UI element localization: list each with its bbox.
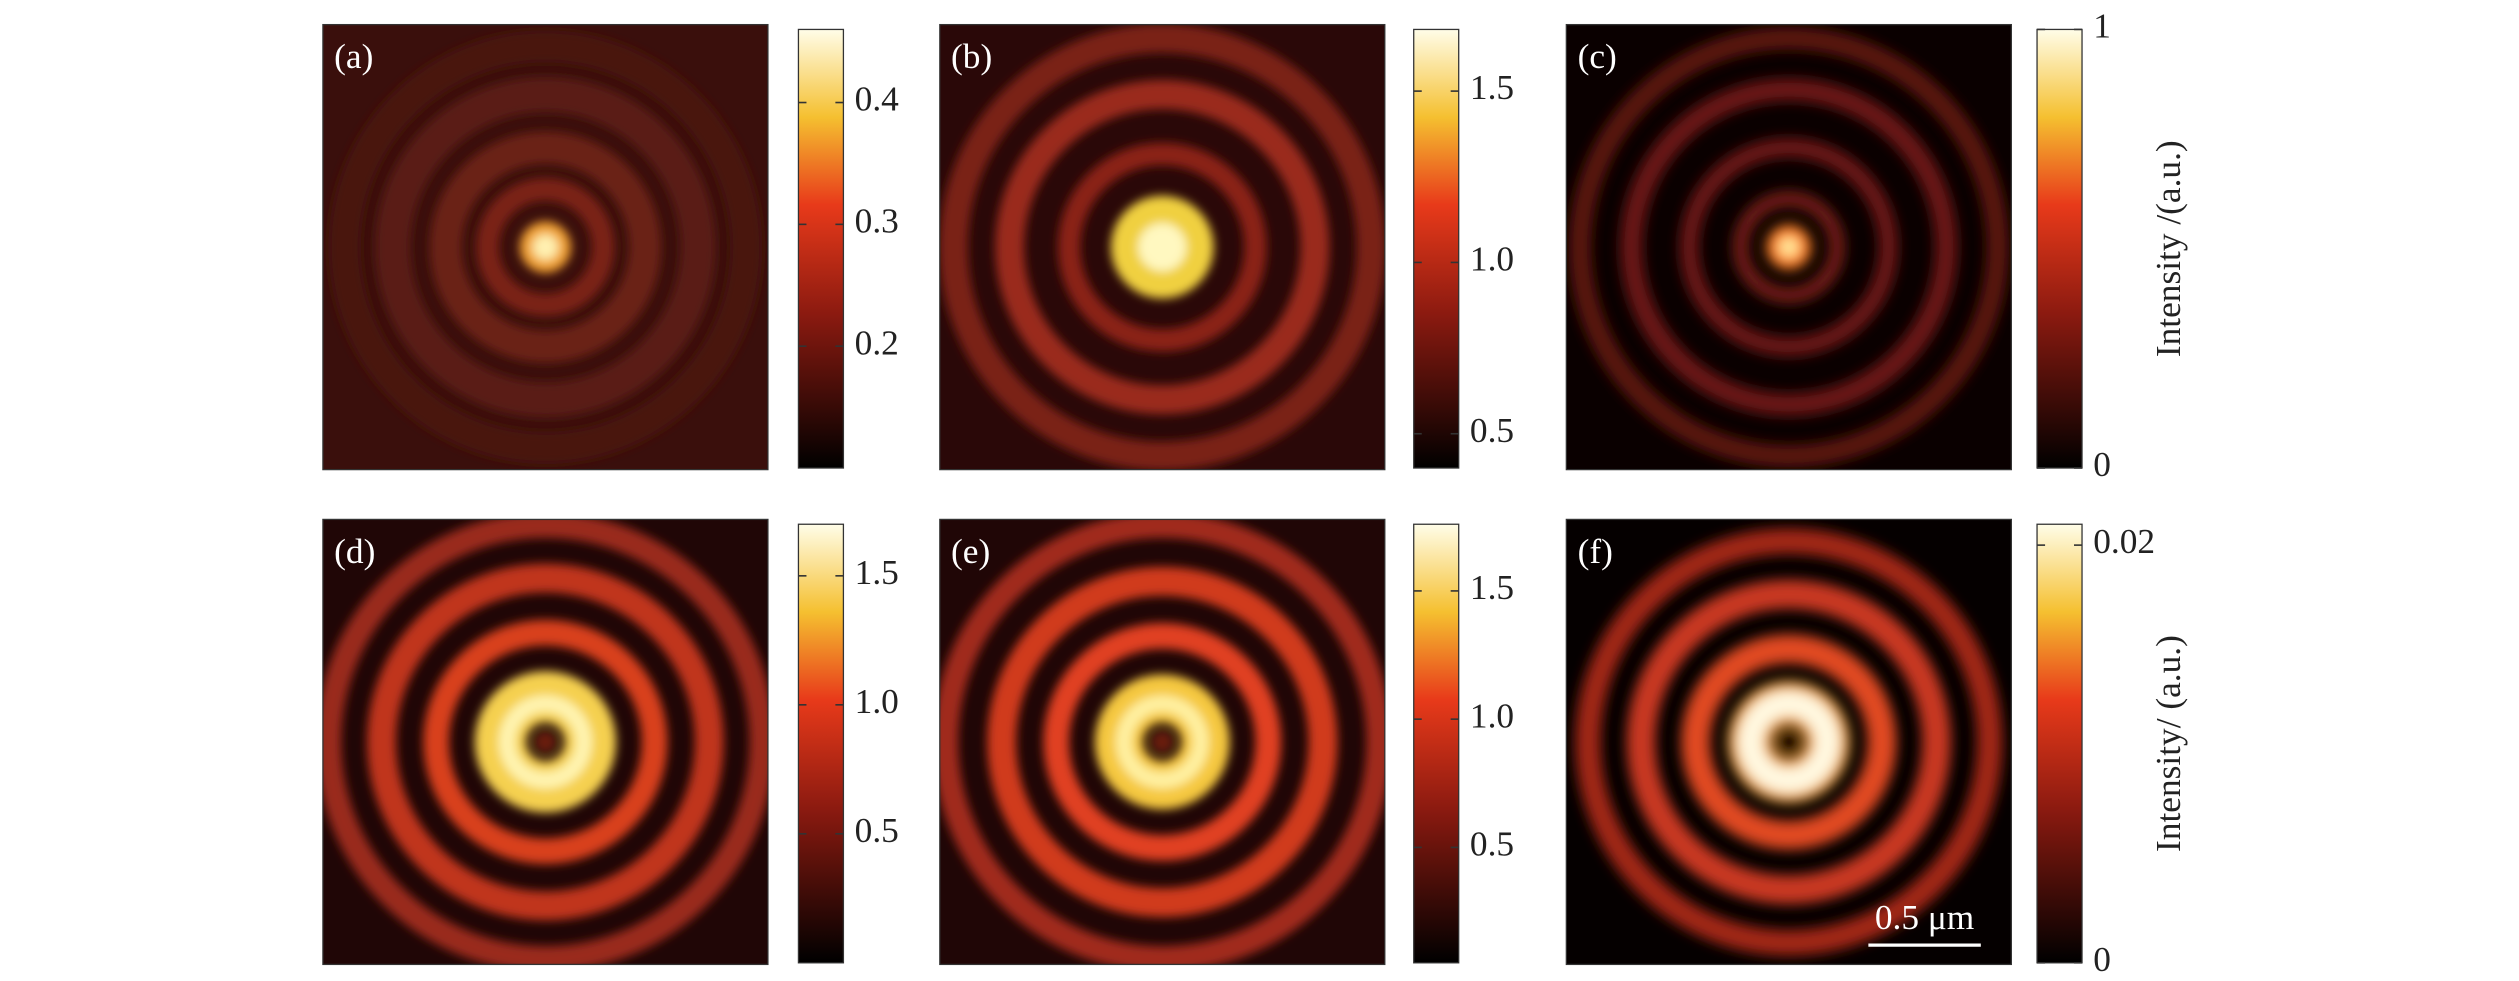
colorbar-tick-label: 0 [2093,940,2111,979]
colorbar [1413,28,1460,469]
panel-label: (f) [1578,532,1613,571]
panel-label: (d) [334,532,375,571]
colorbar-tick-label: 1.0 [855,682,899,721]
ring [939,24,1385,470]
ring [1057,142,1267,352]
panel-label: (c) [1578,37,1617,76]
colorbar-tick-label: 0.4 [855,80,899,119]
colorbar [2036,28,2083,469]
colorbar [1413,523,1460,964]
ring [429,131,662,363]
map-frame [322,23,769,471]
central-spot [1779,237,1799,257]
colorbar-tick-label: 0.02 [2093,522,2155,561]
intensity-map [1566,519,2012,965]
map-frame [1565,518,2012,966]
scale-bar-label: 0.5 μm [1875,898,1974,937]
colorbar-tick-label: 0.5 [855,811,899,850]
colorbar-label: Intensity /(a.u.) [2149,140,2188,357]
ring [423,619,668,865]
colorbar-tick-label: 0 [2093,445,2111,484]
map-pattern [328,30,763,464]
ring [322,519,768,965]
map-pattern [1568,27,2009,468]
central-spot [1138,223,1187,272]
intensity-map [939,519,1385,965]
colorbar [2036,523,2083,964]
central-hole [534,730,557,754]
map-frame [939,23,1386,471]
intensity-map [322,24,768,470]
ring [995,80,1330,415]
colorbar [797,28,845,469]
ring [1620,78,1958,416]
ring [1679,137,1899,357]
ring [987,566,1338,918]
colorbar-tick-label: 1.5 [1470,68,1514,107]
colorbar-tick-label: 0.5 [1470,411,1514,450]
map-pattern [322,519,768,965]
colorbar-tick-label: 1.5 [1470,568,1514,607]
map-pattern [939,519,1385,965]
ring [1043,623,1282,861]
central-ring [498,695,592,789]
panel-label: (a) [334,37,373,76]
ring [328,30,763,464]
ring [1626,579,1952,905]
ring [476,178,615,317]
colorbar-tick-label: 0.5 [1470,825,1514,864]
ring [939,519,1385,965]
central-hole [1151,730,1174,754]
panel-label: (e) [951,532,990,571]
central-hole [1777,730,1801,754]
intensity-map [1566,24,2012,470]
panel-label: (b) [951,37,992,76]
colorbar-label: Intensity/ (a.u.) [2149,635,2188,852]
colorbar-tick-label: 1.5 [855,553,899,592]
map-pattern [939,24,1385,470]
central-ring [1737,690,1841,794]
colorbar-tick-label: 0.2 [855,323,899,362]
map-frame [322,518,769,966]
ring [1568,27,2009,468]
colorbar-tick-label: 1.0 [1470,240,1514,279]
map-frame [1565,23,2012,471]
intensity-map [322,519,768,965]
map-frame [939,518,1386,966]
colorbar-tick-label: 0.3 [855,201,899,240]
colorbar-tick-label: 1 [2093,7,2111,46]
ring [375,76,716,418]
central-ring [1115,695,1209,789]
ring [1732,190,1846,304]
colorbar [797,523,845,964]
intensity-map [939,24,1385,470]
ring [1681,634,1897,850]
ring [1575,528,2003,956]
central-spot [532,234,559,260]
colorbar-tick-label: 1.0 [1470,696,1514,735]
ring [367,563,724,921]
map-pattern [1575,528,2003,956]
